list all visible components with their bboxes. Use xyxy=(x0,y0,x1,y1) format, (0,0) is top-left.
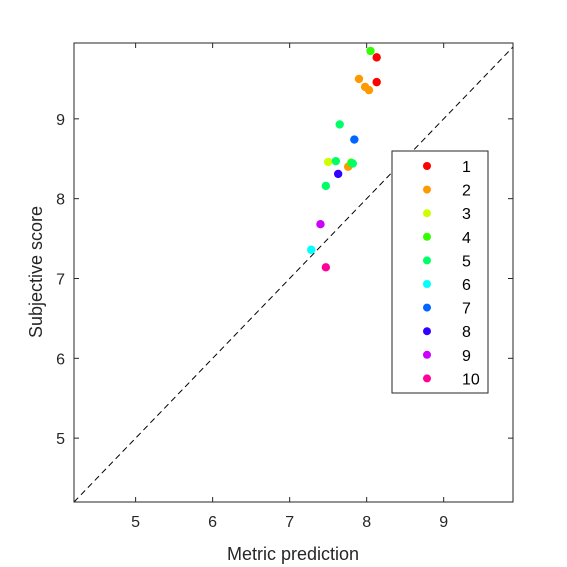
data-point-series-4 xyxy=(366,46,375,56)
legend-marker-10 xyxy=(423,374,431,383)
identity-reference-line xyxy=(73,46,514,503)
legend-label-8: 8 xyxy=(462,324,471,341)
legend-marker-6 xyxy=(423,280,431,288)
data-point-series-2 xyxy=(354,74,364,84)
y-axis-label: Subjective score xyxy=(26,206,46,338)
legend-marker-5 xyxy=(423,256,431,265)
legend-marker-1 xyxy=(423,162,431,170)
data-points xyxy=(307,46,381,272)
data-point-series-5 xyxy=(348,159,358,168)
data-point-series-8 xyxy=(333,169,343,179)
data-point-series-9 xyxy=(316,220,325,229)
legend-marker-9 xyxy=(423,350,431,359)
legend-label-2: 2 xyxy=(462,183,471,200)
legend-label-7: 7 xyxy=(462,301,471,318)
x-tick-label: 5 xyxy=(131,514,140,531)
y-tick-label: 9 xyxy=(56,112,65,129)
legend: 1 2 3 4 5 6 7 8 9 10 xyxy=(391,150,489,394)
legend-marker-4 xyxy=(423,232,431,241)
data-point-series-2 xyxy=(364,85,374,95)
legend-marker-3 xyxy=(423,209,431,218)
axis-ticks xyxy=(74,43,513,502)
data-point-series-3 xyxy=(323,157,333,167)
data-point-series-5 xyxy=(331,156,341,166)
x-tick-label: 9 xyxy=(439,514,448,531)
legend-label-9: 9 xyxy=(462,348,471,365)
y-tick-labels: 5 6 7 8 9 xyxy=(56,112,65,448)
legend-label-4: 4 xyxy=(462,230,471,247)
x-tick-label: 8 xyxy=(362,514,371,531)
legend-marker-7 xyxy=(423,303,431,312)
y-tick-label: 8 xyxy=(56,192,65,209)
legend-marker-8 xyxy=(423,327,431,336)
legend-label-10: 10 xyxy=(462,371,480,388)
y-tick-label: 7 xyxy=(56,271,65,288)
legend-label-1: 1 xyxy=(462,159,471,176)
plot-frame xyxy=(73,42,514,503)
x-tick-label: 7 xyxy=(285,514,294,531)
legend-marker-2 xyxy=(423,185,431,194)
data-point-series-6 xyxy=(307,245,316,254)
data-point-series-1 xyxy=(372,77,381,87)
x-tick-label: 6 xyxy=(208,514,217,531)
data-point-series-7 xyxy=(350,135,359,144)
data-point-series-10 xyxy=(321,263,331,272)
legend-label-3: 3 xyxy=(462,206,471,223)
legend-box xyxy=(391,150,489,394)
legend-label-6: 6 xyxy=(462,277,471,294)
y-tick-label: 5 xyxy=(56,431,65,448)
y-tick-label: 6 xyxy=(56,351,65,368)
x-tick-labels: 5 6 7 8 9 xyxy=(131,514,448,531)
x-axis-label: Metric prediction xyxy=(227,544,359,564)
legend-label-5: 5 xyxy=(462,253,471,270)
data-point-series-5 xyxy=(335,120,344,129)
data-point-series-1 xyxy=(372,53,381,62)
data-point-series-5 xyxy=(321,181,331,191)
